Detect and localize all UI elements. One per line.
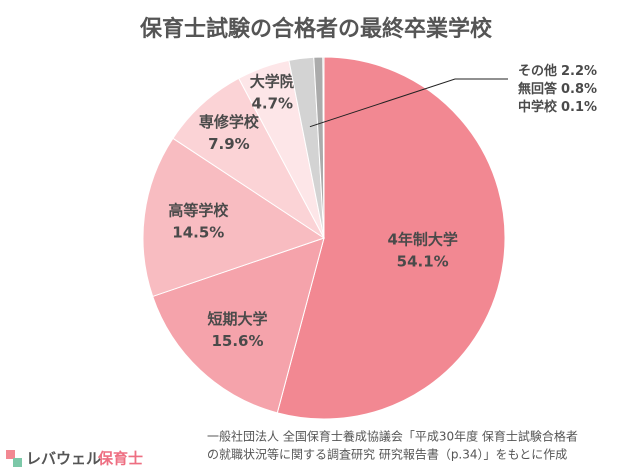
source-note: の就職状況等に関する調査研究 研究報告書（p.34）」をもとに作成	[207, 447, 567, 462]
logo-icon	[13, 458, 22, 467]
chart-title: 保育士試験の合格者の最終卒業学校	[139, 16, 493, 42]
value-label: 2.2%	[561, 64, 597, 79]
slice-label: その他	[518, 63, 557, 79]
leader-line	[309, 78, 508, 128]
pie-slice	[152, 237, 325, 414]
outside-label: その他 2.2%	[518, 63, 597, 79]
pie: 4年制大学 54.1% 短期大学 15.6% 高等学校 14.5% 専修学校 7.9% 大学院 4…	[142, 56, 597, 420]
slice-label: 大学院	[250, 73, 295, 91]
slice-label: 無回答	[518, 81, 558, 97]
slice-label: 短期大学	[207, 310, 267, 328]
outside-label: 中学校 0.1%	[518, 99, 597, 115]
logo-text: 保育士	[97, 450, 143, 468]
outside-label: 無回答 0.8%	[518, 81, 597, 97]
value-label: 0.1%	[561, 100, 597, 115]
pie-slice	[276, 56, 506, 420]
pie-slice	[322, 56, 325, 239]
value-label: 54.1%	[397, 252, 449, 270]
slice-label: 4年制大学	[387, 230, 457, 248]
pie-slice	[142, 137, 326, 298]
logo: レバウェル 保育士	[6, 450, 143, 468]
logo-text: レバウェル	[26, 450, 101, 468]
value-label: 7.9%	[208, 135, 250, 153]
value-label: 0.8%	[561, 82, 597, 97]
slice-label: 中学校	[518, 99, 558, 115]
logo-icon	[6, 450, 15, 459]
value-label: 15.6%	[211, 332, 263, 350]
value-label: 4.7%	[251, 95, 293, 113]
source-note: 一般社団法人 全国保育士養成協議会「平成30年度 保育士試験合格者	[207, 429, 578, 444]
slice-label: 高等学校	[168, 201, 229, 219]
pie-slice	[172, 77, 325, 239]
value-label: 14.5%	[172, 223, 224, 241]
slice-label: 専修学校	[199, 113, 260, 131]
